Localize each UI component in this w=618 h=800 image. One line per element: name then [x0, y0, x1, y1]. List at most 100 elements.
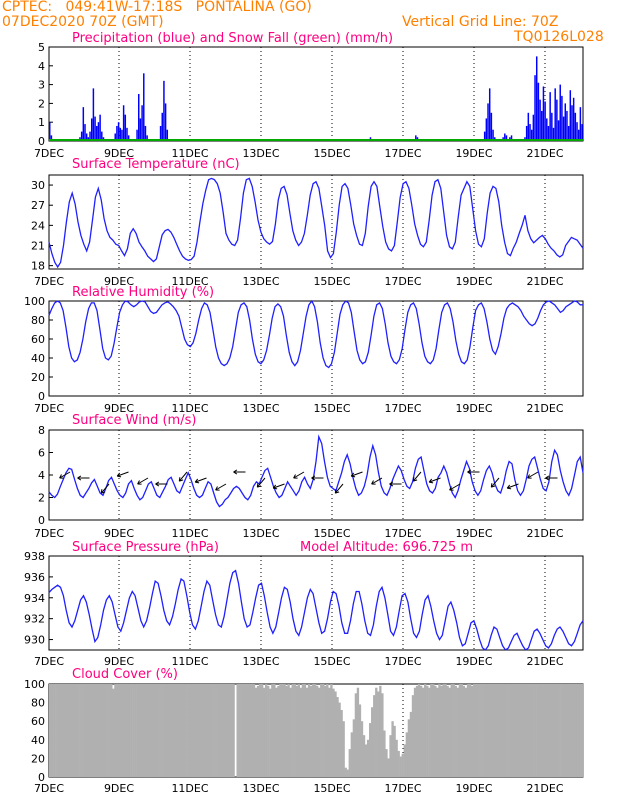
- x-tick-label: 13DEC: [242, 527, 279, 540]
- cloud-bar: [212, 684, 215, 777]
- precip-bar: [415, 135, 417, 141]
- wind-arrow: [273, 483, 285, 489]
- cloud-bar: [401, 753, 404, 777]
- cloud-bar: [328, 687, 331, 777]
- precip-bar: [94, 116, 96, 141]
- y-tick-label: 8: [38, 424, 45, 437]
- precip-bar: [532, 114, 535, 141]
- y-tick-label: 3: [38, 79, 45, 92]
- cloud-bar: [173, 684, 176, 777]
- series-line-1: [48, 177, 584, 269]
- x-tick-label: 13DEC: [242, 147, 279, 160]
- cloud-bar: [157, 684, 160, 777]
- cloud-bar: [97, 684, 101, 777]
- y-tick-label: 932: [24, 613, 45, 626]
- precip-bar: [89, 131, 91, 141]
- precip-bar: [564, 103, 567, 141]
- cloud-bar: [395, 739, 398, 777]
- panel-title-2: Relative Humidity (%): [72, 285, 214, 300]
- cloud-bar: [258, 684, 262, 777]
- cloud-bar: [364, 744, 368, 777]
- cloud-bar: [438, 684, 441, 777]
- cloud-bar: [421, 687, 425, 777]
- cloud-bar: [454, 685, 457, 777]
- x-tick-label: 15DEC: [313, 147, 350, 160]
- cloud-bar: [122, 684, 125, 777]
- cloud-bar: [183, 684, 186, 777]
- cloud-bar: [281, 684, 284, 777]
- wind-arrow-head: [256, 483, 262, 488]
- cloud-bar: [483, 684, 486, 777]
- precip-bar: [119, 127, 122, 141]
- x-tick-label: 9DEC: [104, 527, 134, 540]
- wind-arrow: [59, 471, 71, 479]
- precip-bar: [164, 103, 167, 141]
- cloud-bar: [104, 684, 107, 777]
- wind-arrow: [100, 483, 110, 494]
- wind-arrow: [527, 471, 539, 479]
- x-tick-label: 11DEC: [171, 275, 208, 288]
- wind-arrow-head: [194, 478, 200, 484]
- cloud-bar: [554, 684, 557, 777]
- cloud-bar: [560, 684, 563, 777]
- cloud-bar: [375, 687, 378, 777]
- wind-arrow: [256, 477, 266, 488]
- cloud-bar: [562, 684, 565, 777]
- cloud-bar: [140, 684, 144, 777]
- y-tick-label: 1: [38, 116, 45, 129]
- wind-arrow-head: [137, 480, 142, 485]
- cloud-bar: [61, 684, 64, 777]
- cloud-bar: [399, 756, 402, 777]
- cloud-bar: [130, 684, 133, 777]
- cloud-bar: [191, 684, 195, 777]
- cloud-bar: [515, 684, 519, 777]
- wind-arrow-head: [178, 477, 184, 482]
- x-tick-label: 13DEC: [242, 782, 279, 795]
- cloud-bar: [336, 697, 339, 777]
- precip-bar: [488, 88, 491, 141]
- wind-arrow-head: [311, 475, 316, 481]
- cloud-bar: [53, 684, 56, 777]
- cloud-bar: [574, 684, 578, 777]
- cloud-bar: [523, 684, 527, 777]
- cloud-bar: [108, 684, 111, 777]
- precip-bar: [537, 82, 540, 141]
- x-tick-label: 15DEC: [313, 402, 350, 415]
- precip-bar: [159, 125, 162, 141]
- cloud-bar: [466, 684, 470, 777]
- wind-arrow: [371, 477, 383, 485]
- precip-bar: [579, 107, 582, 141]
- cloud-bar: [254, 687, 258, 777]
- cloud-bar: [536, 684, 539, 777]
- series-line-4: [48, 569, 584, 651]
- precip-bar: [485, 118, 488, 141]
- cloud-bar: [85, 684, 89, 777]
- cloud-bar: [214, 684, 217, 777]
- precip-bar: [166, 129, 169, 141]
- cloud-bar: [448, 687, 451, 777]
- cloud-bar: [177, 684, 180, 777]
- y-tick-label: 30: [31, 179, 45, 192]
- cloud-bar: [381, 693, 384, 777]
- cloud-bar: [368, 723, 372, 777]
- precip-bar: [581, 124, 583, 141]
- wind-arrow-head: [428, 478, 434, 484]
- cloud-bar: [240, 684, 243, 777]
- cloud-bar: [383, 730, 386, 777]
- wind-arrow: [412, 471, 422, 482]
- panel-frame-2: [48, 300, 584, 397]
- cloud-bar: [91, 684, 95, 777]
- cloud-bar: [389, 735, 392, 777]
- cloud-bar: [491, 684, 494, 777]
- cloud-bar: [452, 684, 455, 777]
- precip-bar: [124, 114, 127, 141]
- cloud-bar: [165, 684, 168, 777]
- cloud-bar: [556, 684, 559, 777]
- series-line-3: [48, 434, 584, 508]
- x-tick-label: 13DEC: [242, 402, 279, 415]
- cloud-bar: [265, 684, 268, 777]
- cloud-bar: [338, 702, 341, 777]
- cloud-bar: [150, 684, 154, 777]
- precip-bar: [163, 80, 165, 141]
- cloud-bar: [468, 684, 472, 777]
